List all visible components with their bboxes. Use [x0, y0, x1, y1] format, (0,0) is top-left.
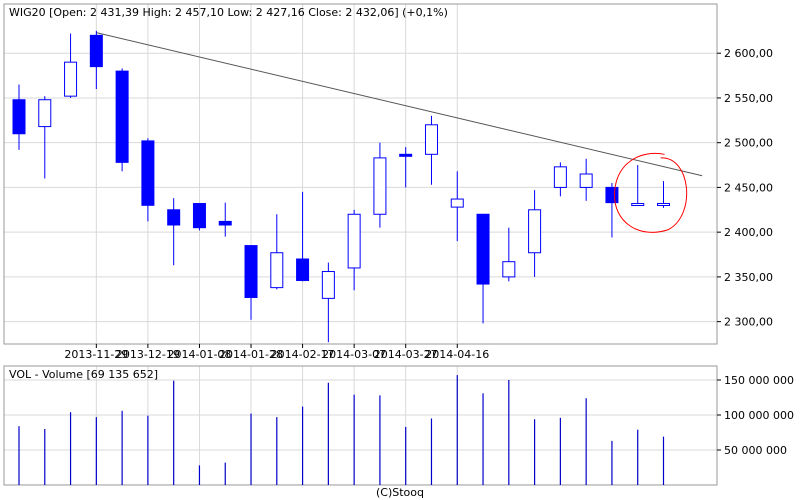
volume-panel-frame — [3, 365, 718, 486]
candle — [321, 262, 335, 343]
candle — [553, 162, 567, 197]
candle-body — [115, 70, 129, 163]
candle — [115, 68, 129, 172]
candle — [296, 191, 310, 282]
x-tick-label: 2014-03-07 — [322, 348, 386, 361]
candle-body — [321, 271, 335, 299]
price-panel-frame — [3, 3, 718, 345]
x-tick-label: 2014-02-17 — [271, 348, 335, 361]
candle-body — [553, 166, 567, 188]
price-y-axis: 2 300,00 2 350,00 2 400,00 2 450,00 2 500,00… — [717, 47, 773, 329]
candle — [64, 33, 78, 98]
price-header: WIG20 [Open: 2 431,39 High: 2 457,10 Low… — [9, 6, 448, 19]
x-tick-label: 2013-11-29 — [64, 348, 128, 361]
candle-body — [657, 202, 670, 206]
candle — [38, 96, 52, 179]
x-tick-label: 2014-01-08 — [167, 348, 231, 361]
trendline — [96, 32, 703, 177]
candle-body — [167, 209, 181, 226]
candle-body — [631, 203, 645, 207]
candle-body — [218, 220, 232, 226]
volume-header: VOL - Volume [69 135 652] — [9, 368, 158, 381]
candle — [141, 138, 155, 222]
volume-bars-layer — [18, 375, 665, 485]
candle — [270, 214, 284, 290]
candle-body — [605, 186, 619, 204]
candle — [373, 142, 387, 228]
volume-y-axis: 50 000 000 100 000 000 150 000 000 — [717, 374, 794, 457]
candle-body — [373, 157, 387, 215]
candle — [579, 158, 593, 201]
candle — [12, 84, 26, 150]
price-tick-label: 2 500,00 — [724, 137, 773, 150]
volume-tick-label: 100 000 000 — [724, 409, 794, 422]
price-tick-label: 2 600,00 — [724, 47, 773, 60]
candle — [657, 181, 670, 208]
volume-tick-label: 50 000 000 — [724, 444, 787, 457]
candle — [399, 147, 413, 188]
candles-layer — [12, 30, 688, 343]
x-tick-label: 2014-03-27 — [374, 348, 438, 361]
x-tick-label: 2014-01-28 — [219, 348, 283, 361]
price-tick-label: 2 300,00 — [724, 316, 773, 329]
candle — [89, 30, 103, 89]
price-tick-label: 2 550,00 — [724, 92, 773, 105]
candle-body — [38, 99, 52, 128]
candle — [502, 227, 516, 282]
candle — [347, 209, 361, 291]
candle-body — [192, 203, 206, 229]
price-tick-label: 2 350,00 — [724, 271, 773, 284]
x-tick-label: 2014-04-16 — [425, 348, 489, 361]
x-tick-label: 2013-12-19 — [116, 348, 180, 361]
candle — [424, 115, 438, 185]
candle-body — [141, 140, 155, 206]
candle — [528, 190, 542, 277]
candle — [631, 165, 645, 207]
candle — [476, 213, 490, 324]
price-tick-label: 2 400,00 — [724, 226, 773, 239]
candle-body — [476, 213, 490, 285]
candle — [244, 245, 258, 320]
candle — [450, 171, 464, 242]
candle — [218, 202, 232, 237]
x-axis: 2013-11-292013-12-192014-01-082014-01-28… — [64, 344, 489, 361]
candle — [167, 198, 181, 266]
candle-body — [502, 261, 516, 278]
candle-body — [64, 61, 78, 97]
trendline-layer — [96, 32, 703, 177]
candle-body — [347, 213, 361, 269]
candle-body — [450, 198, 464, 208]
candle-body — [244, 245, 258, 298]
candle-body — [12, 99, 26, 135]
candle — [192, 203, 206, 231]
candle-body — [296, 258, 310, 281]
candle-body — [399, 153, 413, 157]
candle-body — [579, 173, 593, 188]
annotation-circle — [614, 152, 688, 233]
candle-body — [270, 252, 284, 289]
price-tick-label: 2 450,00 — [724, 181, 773, 194]
candle-body — [424, 124, 438, 155]
volume-tick-label: 150 000 000 — [724, 374, 794, 387]
footer-copyright: (C)Stooq — [376, 486, 424, 499]
candle-body — [528, 209, 542, 254]
candle-body — [89, 34, 103, 68]
